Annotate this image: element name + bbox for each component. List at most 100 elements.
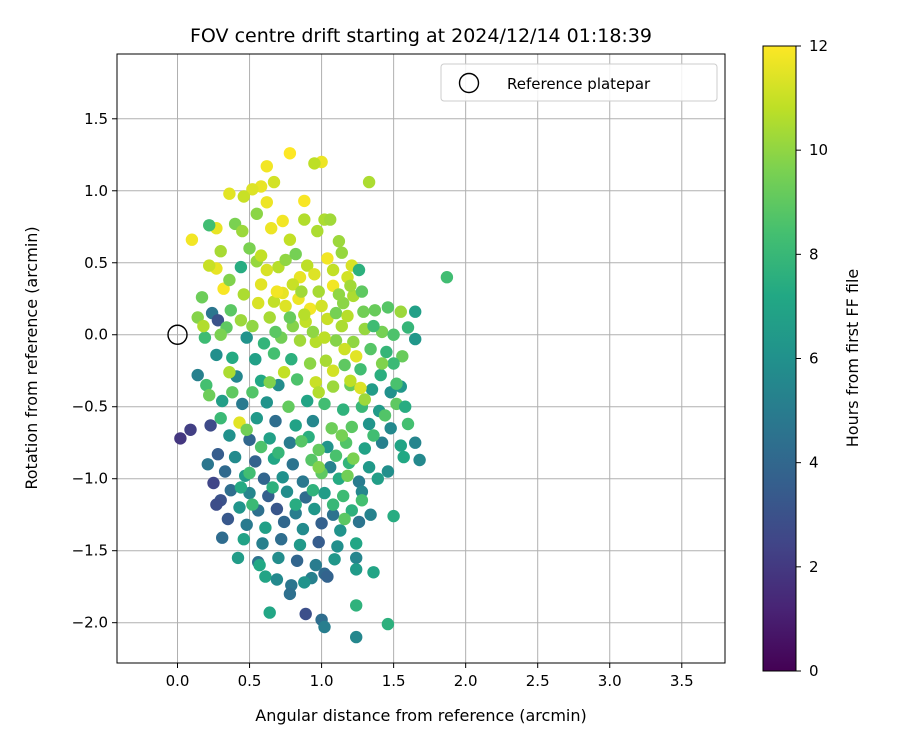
data-point xyxy=(260,263,273,277)
y-tick-label: −2.0 xyxy=(72,614,108,632)
data-point xyxy=(260,160,273,173)
colorbar-ticks: 0 2 4 6 8 10 12 xyxy=(796,37,828,680)
data-point xyxy=(301,259,314,272)
data-points xyxy=(174,147,454,644)
data-point xyxy=(326,508,340,521)
data-point xyxy=(286,278,299,291)
data-point xyxy=(332,235,346,248)
data-point xyxy=(350,350,363,363)
data-point xyxy=(266,481,279,494)
data-point xyxy=(335,429,348,442)
data-point xyxy=(279,253,292,267)
data-point xyxy=(260,396,273,409)
data-point xyxy=(237,533,250,546)
data-point xyxy=(198,331,212,344)
data-point xyxy=(338,358,351,372)
data-point xyxy=(226,386,239,399)
colorbar-tick-label: 8 xyxy=(809,245,819,263)
data-point xyxy=(240,331,253,344)
data-point xyxy=(231,551,245,565)
data-point xyxy=(298,308,311,321)
y-tick-label: 0.0 xyxy=(84,326,108,344)
data-point xyxy=(263,311,276,324)
data-point xyxy=(354,363,367,376)
data-point xyxy=(375,436,389,449)
data-point xyxy=(328,553,341,566)
data-point xyxy=(299,607,312,621)
data-point xyxy=(309,558,322,572)
data-point xyxy=(345,420,358,434)
data-point xyxy=(237,190,250,203)
data-point xyxy=(203,219,216,232)
data-point xyxy=(367,429,380,442)
data-point xyxy=(326,364,340,377)
data-point xyxy=(396,350,409,363)
data-point xyxy=(290,373,304,386)
data-point xyxy=(200,378,213,392)
data-point xyxy=(315,299,328,313)
data-point xyxy=(312,535,325,549)
data-point xyxy=(223,187,236,200)
data-point xyxy=(295,435,308,448)
data-point xyxy=(315,517,328,530)
data-point xyxy=(289,419,302,432)
data-point xyxy=(191,368,204,382)
data-point xyxy=(223,429,236,442)
data-point xyxy=(201,458,214,471)
data-point xyxy=(211,314,225,327)
data-point xyxy=(378,409,392,422)
data-point xyxy=(270,573,284,586)
data-point xyxy=(289,247,302,261)
data-point xyxy=(217,282,230,295)
data-point xyxy=(265,222,278,235)
data-point xyxy=(352,263,366,277)
y-tick-label: −0.5 xyxy=(72,398,108,416)
data-point xyxy=(318,397,331,411)
data-point xyxy=(223,273,236,287)
chart-title: FOV centre drift starting at 2024/12/14 … xyxy=(190,25,652,47)
colorbar-tick-label: 0 xyxy=(809,662,819,680)
reference-platepar-marker xyxy=(167,324,188,345)
data-point xyxy=(250,412,263,425)
data-point xyxy=(283,436,297,449)
data-point xyxy=(296,522,310,536)
colorbar: 0 2 4 6 8 10 12 Hours from first FF file xyxy=(762,37,862,680)
data-point xyxy=(371,472,384,485)
data-point xyxy=(243,433,256,446)
data-point xyxy=(289,498,302,511)
data-point xyxy=(338,512,351,526)
data-point xyxy=(367,319,380,333)
data-point xyxy=(301,394,314,408)
data-point xyxy=(337,489,350,503)
data-point xyxy=(240,423,253,436)
data-point xyxy=(218,465,232,478)
data-point xyxy=(240,518,253,531)
data-point xyxy=(254,249,268,262)
data-point xyxy=(347,452,360,465)
data-point xyxy=(306,414,320,428)
data-point xyxy=(254,440,268,454)
data-point xyxy=(174,432,187,445)
data-point xyxy=(350,537,363,550)
data-point xyxy=(254,278,268,291)
data-point xyxy=(216,531,229,544)
data-point xyxy=(283,311,297,324)
data-point xyxy=(387,328,400,341)
data-point xyxy=(350,599,363,612)
data-point xyxy=(306,325,320,339)
data-point xyxy=(270,285,284,298)
data-point xyxy=(350,551,363,565)
data-point xyxy=(277,515,291,529)
data-point xyxy=(256,537,269,550)
x-axis-label: Angular distance from reference (arcmin) xyxy=(255,706,586,725)
data-point xyxy=(210,348,223,362)
data-point xyxy=(279,299,292,313)
data-point xyxy=(237,288,250,301)
data-point xyxy=(321,252,334,265)
data-point xyxy=(401,321,415,334)
colorbar-tick-label: 10 xyxy=(809,141,828,159)
data-point xyxy=(399,400,412,413)
data-point xyxy=(341,469,354,482)
data-point xyxy=(413,453,426,467)
data-point xyxy=(335,246,348,259)
